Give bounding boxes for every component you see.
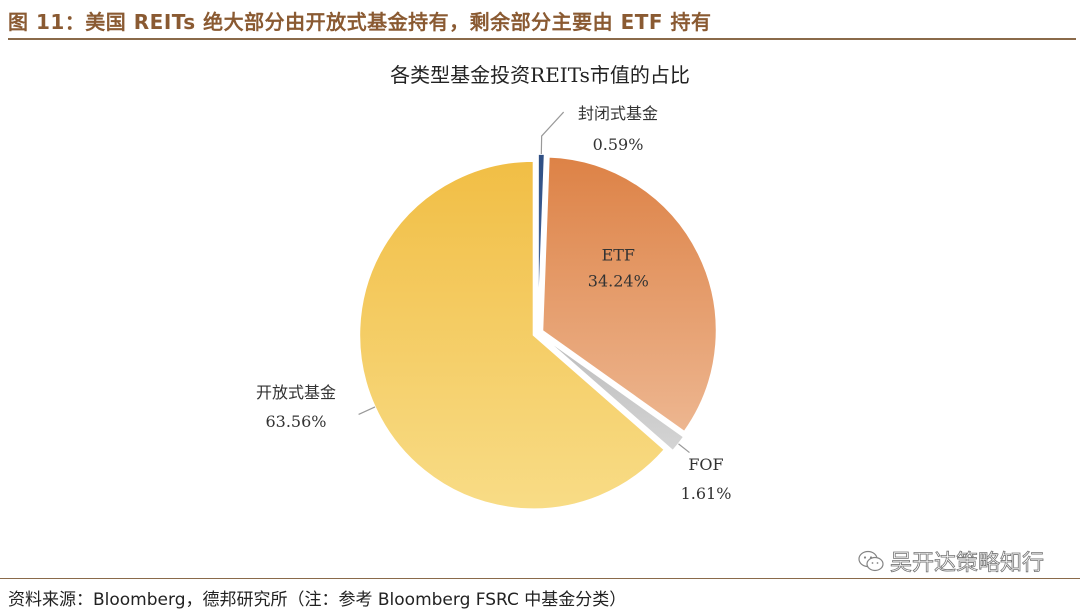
slice-label-fof: FOF <box>688 455 723 474</box>
figure-footer: 资料来源：Bloomberg，德邦研究所（注：参考 Bloomberg FSRC… <box>0 578 1080 616</box>
wechat-icon <box>858 550 884 572</box>
watermark-text: 吴开达策略知行 <box>889 551 1045 577</box>
pie-chart-svg: 各类型基金投资REITs市值的占比 封闭式基金 0.59% ETF 34.24% FOF… <box>256 63 731 510</box>
leader-line-open-end-fund <box>358 406 376 415</box>
pie-slice-open-end-fund <box>358 160 666 510</box>
pie-slices <box>358 153 718 510</box>
slice-label-closed-end-fund: 封闭式基金 <box>578 104 658 123</box>
slice-value-fof: 1.61% <box>681 484 732 503</box>
leader-line-closed-end-fund <box>540 111 565 155</box>
watermark: 吴开达策略知行 <box>858 545 1044 577</box>
slice-label-open-end-fund: 开放式基金 <box>256 383 336 402</box>
source-note: 资料来源：Bloomberg，德邦研究所（注：参考 Bloomberg FSRC… <box>8 590 627 610</box>
slice-value-etf: 34.24% <box>588 271 649 290</box>
leader-line-fof <box>678 443 690 454</box>
pie-slice-fof <box>541 335 685 452</box>
pie-slice-etf <box>541 156 718 433</box>
slice-label-etf: ETF <box>602 245 635 264</box>
chart-title: 各类型基金投资REITs市值的占比 <box>390 63 690 87</box>
pie-labels: 封闭式基金 0.59% ETF 34.24% FOF 1.61% 开放式基金 63.56% <box>256 104 731 503</box>
figure-header: 图 11：美国 REITs 绝大部分由开放式基金持有，剩余部分主要由 ETF 持… <box>8 0 1076 40</box>
figure-title: 图 11：美国 REITs 绝大部分由开放式基金持有，剩余部分主要由 ETF 持… <box>8 10 712 34</box>
slice-value-closed-end-fund: 0.59% <box>593 135 644 154</box>
slice-value-open-end-fund: 63.56% <box>265 412 326 431</box>
pie-chart: 各类型基金投资REITs市值的占比 封闭式基金 0.59% ETF 34.24% FOF… <box>0 40 1080 578</box>
